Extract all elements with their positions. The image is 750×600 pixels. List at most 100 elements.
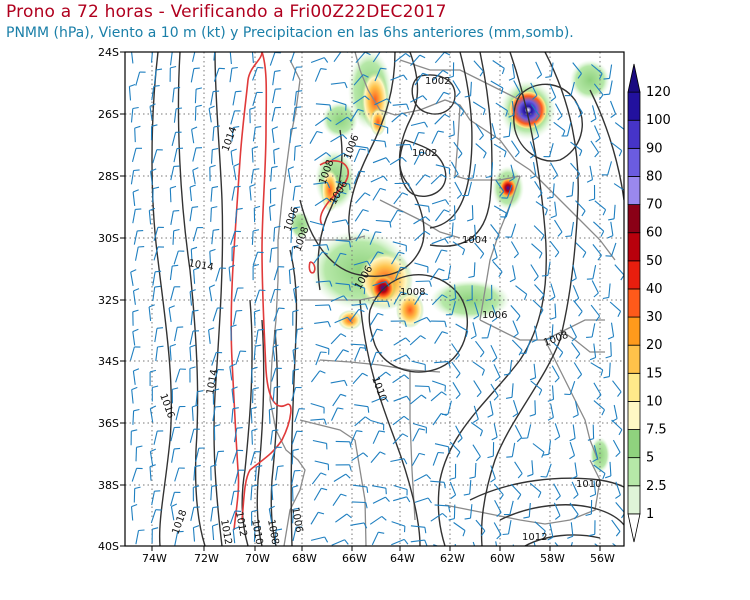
wind-barb	[351, 303, 366, 306]
wind-barb-flag	[251, 509, 258, 513]
colorbar-segment	[627, 288, 641, 318]
wind-barb	[135, 71, 141, 86]
wind-barb	[392, 433, 404, 445]
wind-barb	[549, 523, 554, 538]
wind-barb	[273, 150, 276, 165]
wind-barb-flag	[579, 150, 583, 157]
wind-barb	[271, 368, 277, 382]
wind-barb-flag	[468, 275, 475, 279]
wind-barb-flag	[586, 179, 593, 183]
wind-barb	[554, 423, 561, 437]
wind-barb	[534, 181, 543, 194]
wind-barb	[493, 143, 507, 152]
wind-barb-flag	[503, 151, 507, 158]
wind-barb-flag	[424, 230, 431, 236]
wind-barb-flag	[325, 152, 332, 157]
wind-barb	[149, 466, 152, 481]
wind-barb	[415, 280, 430, 283]
wind-barb	[211, 352, 217, 366]
wind-barb-flag	[422, 95, 428, 101]
wind-barb	[271, 486, 274, 501]
wind-barb	[208, 287, 213, 302]
wind-barb	[615, 481, 621, 496]
wind-barb-flag	[493, 395, 499, 401]
wind-barb-flag	[621, 513, 624, 519]
wind-barb-flag	[405, 337, 411, 343]
wind-barb	[475, 123, 484, 136]
wind-barb-flag	[420, 151, 427, 155]
wind-barb	[250, 451, 256, 466]
wind-barb-flag	[294, 206, 301, 209]
wind-barb-flag	[231, 386, 238, 390]
wind-barb	[332, 493, 342, 507]
wind-barb-flag	[362, 452, 369, 458]
wind-barb	[570, 141, 583, 151]
wind-barb-flag	[501, 68, 505, 75]
wind-barb	[530, 82, 538, 96]
isobar-label: 1008	[400, 287, 425, 298]
lon-label: 72W	[194, 552, 219, 565]
wind-barb-flag	[425, 216, 431, 222]
wind-barb	[451, 222, 454, 237]
wind-barb-flag	[542, 530, 546, 537]
wind-barb-flag	[426, 474, 432, 480]
wind-barb-flag	[573, 494, 579, 499]
wind-barb	[310, 418, 325, 421]
wind-barb-flag	[554, 436, 561, 441]
wind-barb	[430, 268, 440, 281]
wind-barb-flag	[578, 311, 583, 317]
wind-barb-flag	[364, 416, 371, 421]
wind-barb-flag	[236, 427, 243, 429]
wind-barb-flag	[490, 136, 496, 141]
wind-barb	[470, 81, 472, 96]
wind-barb	[490, 465, 496, 479]
wind-barb	[571, 481, 579, 495]
wind-barb	[291, 487, 294, 502]
wind-barb	[510, 223, 517, 238]
wind-barb	[171, 132, 177, 147]
wind-barb-flag	[549, 296, 556, 301]
isobar-label: 1010	[249, 519, 264, 546]
wind-barb-flag	[602, 473, 606, 480]
wind-barb	[393, 496, 407, 502]
wind-barb-flag	[552, 174, 558, 180]
wind-barb-flag	[547, 398, 554, 402]
wind-barb	[575, 242, 587, 253]
wind-barb-flag	[571, 475, 578, 480]
wind-barb-flag	[405, 354, 411, 360]
wind-barb-flag	[397, 209, 404, 213]
wind-barb	[594, 543, 599, 546]
wind-barb-flag	[527, 473, 534, 477]
wind-barb	[453, 205, 456, 220]
wind-barb-flag	[608, 218, 615, 221]
wind-barb-flag	[133, 169, 140, 172]
wind-barb-flag	[257, 66, 264, 69]
colorbar-level-label: 120	[646, 85, 671, 100]
wind-barb	[353, 170, 360, 185]
wind-barb	[352, 484, 367, 488]
wind-barb	[170, 211, 174, 225]
wind-barb-flag	[380, 67, 387, 70]
wind-barb	[292, 350, 296, 365]
political-borders	[269, 52, 616, 546]
wind-barb	[552, 183, 555, 198]
wind-barb-flag	[442, 69, 449, 74]
wind-barb-flag	[600, 230, 605, 237]
wind-barb	[135, 447, 138, 462]
wind-barb	[253, 346, 256, 361]
wind-barb	[310, 536, 325, 541]
wind-barb	[208, 329, 211, 344]
wind-barb	[533, 225, 545, 236]
wind-barb-flag	[541, 274, 548, 277]
wind-barb	[334, 349, 344, 362]
wind-barb-flag	[420, 335, 426, 340]
wind-barb	[554, 103, 563, 117]
wind-barb-flag	[437, 130, 444, 133]
wind-barb	[431, 130, 439, 144]
wind-barb	[430, 391, 442, 402]
wind-barb-flag	[363, 522, 368, 529]
wind-barb-flag	[269, 407, 276, 411]
wind-barb	[549, 84, 557, 98]
wind-barb	[554, 219, 563, 233]
wind-barb	[570, 542, 573, 546]
